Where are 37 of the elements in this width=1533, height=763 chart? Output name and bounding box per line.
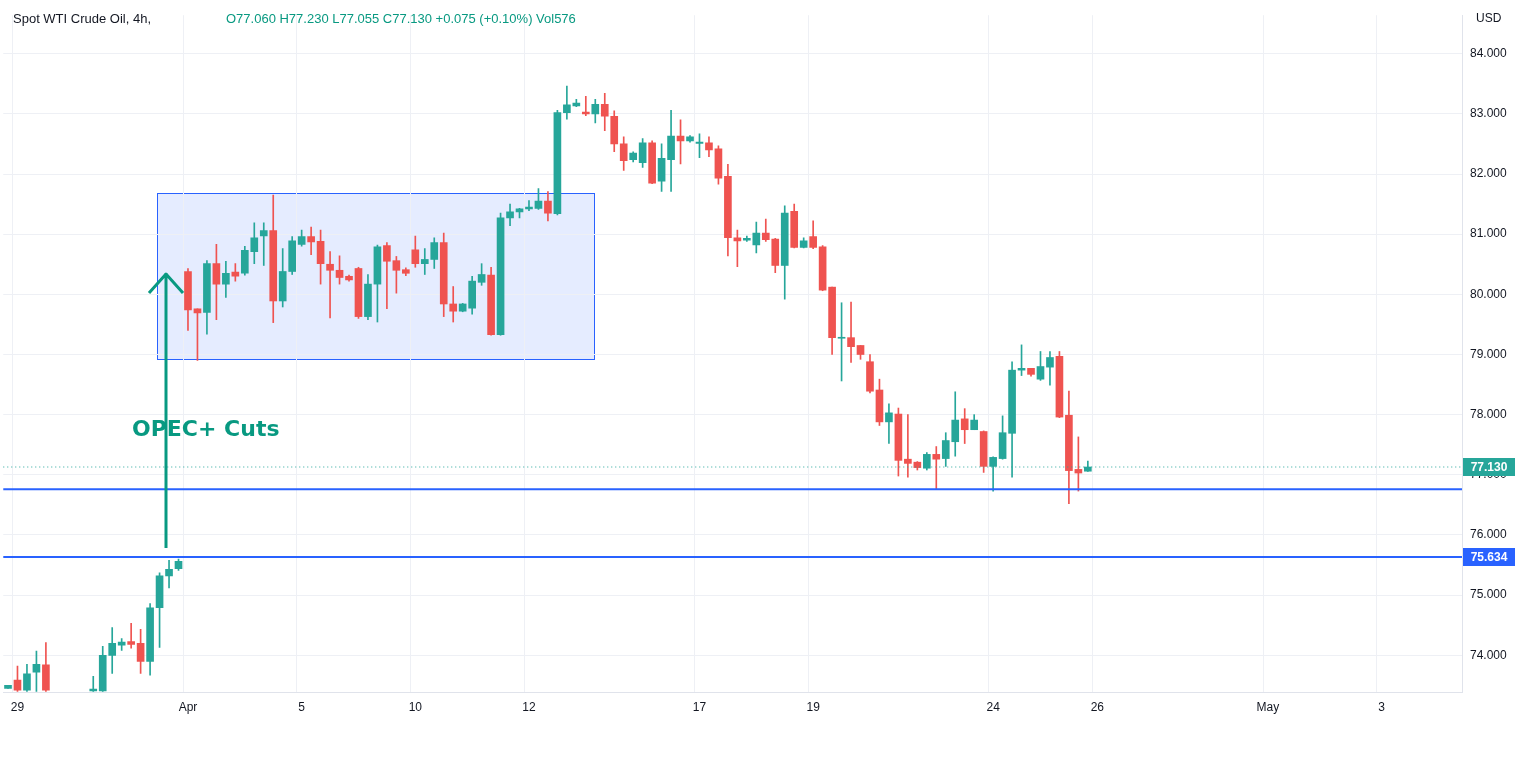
x-tick-label: 24 xyxy=(986,699,1001,714)
y-tick-label: 83.000 xyxy=(1470,106,1508,121)
y-tick-label: 75.000 xyxy=(1470,587,1508,602)
y-tick-label: 82.000 xyxy=(1470,166,1508,181)
candlestick xyxy=(127,623,135,649)
candlestick xyxy=(885,403,893,444)
ref-line-label: 75.634 xyxy=(1470,550,1508,565)
candlestick xyxy=(932,446,941,490)
y-tick-label: 78.000 xyxy=(1470,406,1508,421)
x-tick-label: 26 xyxy=(1090,699,1105,714)
candlestick xyxy=(307,226,315,255)
x-tick-label: 17 xyxy=(692,699,707,714)
x-tick-label: May xyxy=(1256,699,1280,714)
x-tick-label: 5 xyxy=(298,699,306,714)
candlestick xyxy=(904,414,912,478)
chart-title: Spot WTI Crude Oil, 4h, xyxy=(13,11,151,26)
candlestick xyxy=(383,242,391,310)
candlestick xyxy=(847,301,855,363)
candlestick xyxy=(259,222,268,266)
y-tick-label: 84.000 xyxy=(1470,46,1508,61)
x-tick-label: 10 xyxy=(408,699,423,714)
chart-subtitle: O77.060 H77.230 L77.055 C77.130 +0.075 (+0.10%) Vol576 xyxy=(226,11,576,26)
x-tick-label: 3 xyxy=(1378,699,1386,714)
y-tick-label: 81.000 xyxy=(1470,226,1508,241)
y-axis-title: USD xyxy=(1476,11,1502,25)
x-tick-label: 12 xyxy=(522,699,536,714)
y-tick-label: 79.000 xyxy=(1470,346,1508,361)
candlestick xyxy=(563,85,571,120)
x-tick-label: 19 xyxy=(806,699,821,714)
ref-line-label: 77.130 xyxy=(1470,460,1508,475)
x-tick-label: 29 xyxy=(10,699,25,714)
y-tick-label: 80.000 xyxy=(1470,286,1508,301)
candlestick xyxy=(449,286,458,323)
x-tick-label: Apr xyxy=(178,699,198,714)
candlestick xyxy=(326,251,334,319)
y-tick-label: 76.000 xyxy=(1470,527,1508,542)
y-tick-label: 74.000 xyxy=(1470,647,1508,662)
